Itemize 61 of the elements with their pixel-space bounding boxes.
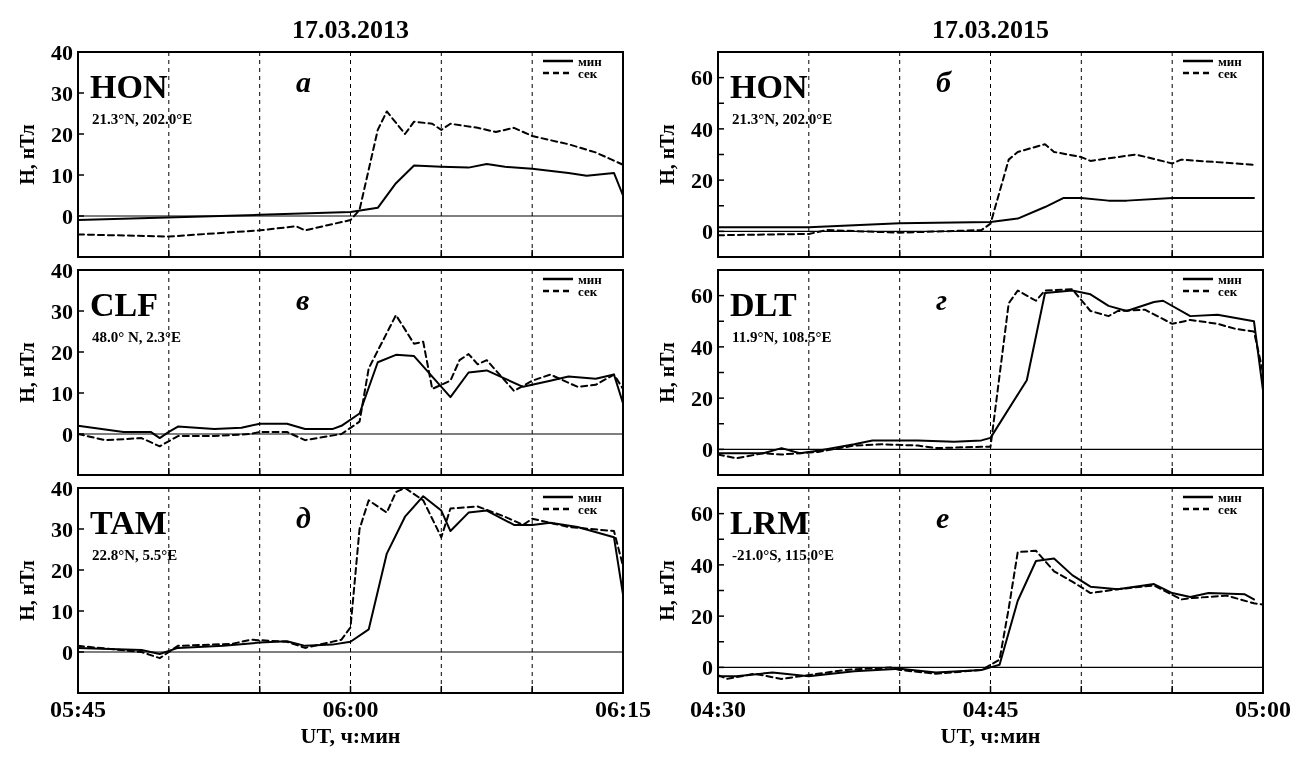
y-tick-label: 20 xyxy=(51,557,73,583)
y-tick-label: 20 xyxy=(51,121,73,147)
annotation: HON xyxy=(90,68,168,105)
annotation: HON xyxy=(730,68,808,105)
annotation: 21.3°N, 202.0°E xyxy=(92,111,193,127)
chart-title: 17.03.2015 xyxy=(932,15,1049,44)
annotation: е xyxy=(936,501,950,534)
y-tick-label: 40 xyxy=(691,116,713,142)
y-tick-label: 40 xyxy=(51,475,73,501)
annotation: 22.8°N, 5.5°E xyxy=(92,547,178,563)
x-axis-title: UT, ч:мин xyxy=(940,723,1041,748)
y-tick-label: 40 xyxy=(51,39,73,65)
chart-title: 17.03.2013 xyxy=(292,15,409,44)
y-tick-label: 30 xyxy=(51,80,73,106)
x-tick-label: 04:30 xyxy=(690,696,746,722)
y-tick-label: 40 xyxy=(691,334,713,360)
x-tick-label: 05:45 xyxy=(50,696,106,722)
y-axis-title: H, нТл xyxy=(16,342,38,403)
y-tick-label: 0 xyxy=(62,203,73,229)
y-tick-label: 20 xyxy=(51,339,73,365)
y-axis-title: H, нТл xyxy=(16,124,38,185)
annotation: LRM xyxy=(730,504,810,541)
x-axis-title: UT, ч:мин xyxy=(300,723,401,748)
y-tick-label: 0 xyxy=(62,639,73,665)
y-axis-title: H, нТл xyxy=(16,560,38,621)
y-tick-label: 0 xyxy=(62,421,73,447)
annotation: г xyxy=(936,283,948,316)
annotation: в xyxy=(296,283,310,316)
y-tick-label: 40 xyxy=(51,257,73,283)
annotation: -21.0°S, 115.0°E xyxy=(732,547,835,563)
y-tick-label: 60 xyxy=(691,283,713,309)
y-tick-label: 0 xyxy=(702,219,713,245)
y-tick-label: 40 xyxy=(691,552,713,578)
y-tick-label: 60 xyxy=(691,65,713,91)
y-tick-label: 30 xyxy=(51,298,73,324)
x-tick-label: 06:00 xyxy=(322,696,379,722)
y-tick-label: 10 xyxy=(51,162,73,188)
y-tick-label: 60 xyxy=(691,501,713,527)
annotation: б xyxy=(936,65,952,98)
annotation: CLF xyxy=(90,286,158,323)
y-tick-label: 20 xyxy=(691,167,713,193)
annotation: д xyxy=(296,501,311,534)
x-tick-label: 06:15 xyxy=(595,696,651,722)
annotation: 11.9°N, 108.5°E xyxy=(732,329,832,345)
annotation: а xyxy=(296,65,311,98)
y-axis-title: H, нТл xyxy=(656,560,678,621)
x-tick-label: 04:45 xyxy=(962,696,1019,722)
annotation: TAM xyxy=(90,504,167,541)
y-tick-label: 30 xyxy=(51,516,73,542)
annotation: 21.3°N, 202.0°E xyxy=(732,111,833,127)
y-tick-label: 20 xyxy=(691,385,713,411)
annotation: 48.0° N, 2.3°E xyxy=(92,329,182,345)
y-tick-label: 0 xyxy=(702,655,713,681)
y-tick-label: 0 xyxy=(702,437,713,463)
y-tick-label: 10 xyxy=(51,380,73,406)
y-axis-title: H, нТл xyxy=(656,124,678,185)
y-axis-title: H, нТл xyxy=(656,342,678,403)
x-tick-label: 05:00 xyxy=(1235,696,1291,722)
annotation: DLT xyxy=(730,286,798,323)
y-tick-label: 20 xyxy=(691,603,713,629)
y-tick-label: 10 xyxy=(51,598,73,624)
